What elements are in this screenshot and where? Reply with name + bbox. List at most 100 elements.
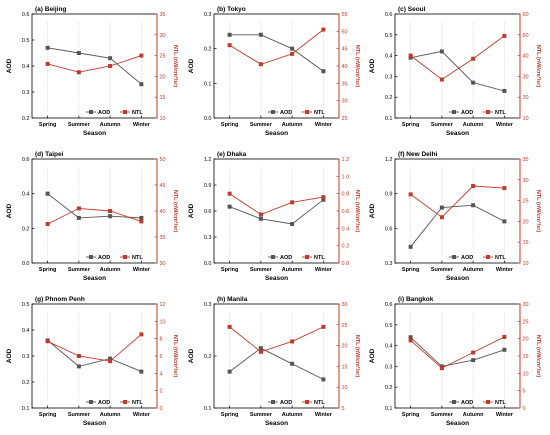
legend-ntl-label: NTL	[132, 110, 143, 116]
aod-axis-label: AOD	[188, 348, 195, 363]
ntl-point	[139, 332, 144, 337]
ntl-tick-label: 15	[523, 240, 529, 246]
legend-aod-label: AOD	[461, 400, 473, 406]
ntl-tick-label: 30	[523, 178, 529, 184]
season-tick-label: Winter	[315, 267, 333, 273]
ntl-point	[227, 43, 232, 48]
legend-aod-marker	[271, 400, 275, 404]
ntl-point	[471, 56, 476, 61]
ntl-tick-label: 25	[342, 116, 348, 122]
aod-point	[76, 215, 81, 220]
aod-point	[408, 335, 413, 340]
season-tick-label: Spring	[39, 412, 56, 418]
aod-tick-label: 0.2	[385, 385, 393, 391]
aod-point	[45, 191, 50, 196]
ntl-series-line	[229, 193, 324, 216]
aod-point	[76, 364, 81, 369]
legend-aod-label: AOD	[461, 255, 473, 261]
aod-point	[290, 46, 295, 51]
season-tick-label: Summer	[68, 122, 91, 128]
aod-point	[471, 203, 476, 208]
ntl-tick-label: 10	[160, 319, 166, 325]
season-axis-label: Season	[265, 275, 288, 282]
ntl-axis-label: NTL (nW/cm²/sr)	[354, 190, 361, 233]
legend-aod-label: AOD	[280, 255, 292, 261]
legend-aod-label: AOD	[280, 400, 292, 406]
ntl-series-line	[410, 336, 505, 369]
aod-point	[139, 369, 144, 374]
legend-ntl-marker	[123, 110, 127, 114]
ntl-tick-label: 0.8	[342, 192, 350, 198]
ntl-tick-label: 4	[160, 371, 163, 377]
ntl-tick-label: 0	[160, 406, 163, 412]
aod-series-line	[47, 47, 142, 85]
ntl-tick-label: 15	[342, 364, 348, 370]
season-axis-label: Season	[446, 130, 469, 137]
season-tick-label: Spring	[402, 412, 419, 418]
season-tick-label: Summer	[68, 267, 91, 273]
plot-frame	[213, 158, 340, 264]
legend-ntl-marker	[305, 400, 309, 404]
legend-ntl-label: NTL	[495, 400, 506, 406]
legend-aod-marker	[452, 400, 456, 404]
season-axis-label: Season	[265, 130, 288, 137]
season-axis-label: Season	[83, 130, 106, 137]
ntl-point	[502, 334, 507, 339]
season-tick-label: Summer	[250, 122, 273, 128]
ntl-point	[321, 27, 326, 32]
ntl-axis-label: NTL (nW/cm²/sr)	[172, 335, 179, 378]
aod-point	[227, 204, 232, 209]
ntl-tick-label: 30	[342, 99, 348, 105]
legend-aod-marker	[271, 110, 275, 114]
season-tick-label: Summer	[250, 412, 273, 418]
ntl-point	[139, 53, 144, 58]
legend-ntl-label: NTL	[314, 110, 325, 116]
ntl-tick-label: 40	[160, 209, 166, 215]
panel-title: (g) Phnom Penh	[35, 296, 85, 303]
ntl-tick-label: 15	[160, 95, 166, 101]
ntl-axis-label: NTL (nW/cm²/sr)	[535, 335, 542, 378]
ntl-tick-label: 30	[342, 302, 348, 308]
ntl-point	[439, 215, 444, 220]
ntl-axis-label: NTL (nW/cm²/sr)	[354, 45, 361, 88]
ntl-axis-label: NTL (nW/cm²/sr)	[172, 45, 179, 88]
season-tick-label: Spring	[39, 122, 56, 128]
ntl-tick-label: 50	[160, 157, 166, 163]
ntl-point	[439, 77, 444, 82]
ntl-point	[76, 206, 81, 211]
panel-title: (f) New Delhi	[398, 151, 438, 158]
ntl-tick-label: 30	[160, 261, 166, 267]
aod-point	[227, 369, 232, 374]
season-tick-label: Winter	[315, 122, 333, 128]
aod-tick-label: 0.0	[204, 116, 212, 122]
ntl-axis-label: NTL (nW/cm²/sr)	[535, 45, 542, 88]
legend-ntl-marker	[305, 255, 309, 259]
ntl-point	[321, 195, 326, 200]
season-tick-label: Summer	[250, 267, 273, 273]
aod-series-line	[47, 340, 142, 373]
plot-frame	[31, 303, 158, 409]
aod-axis-label: AOD	[369, 348, 376, 363]
ntl-tick-label: 25	[523, 319, 529, 325]
aod-point	[108, 214, 113, 219]
season-tick-label: Winter	[496, 412, 514, 418]
aod-point	[258, 216, 263, 221]
season-tick-label: Autumn	[463, 412, 484, 418]
aod-tick-label: 0.2	[22, 116, 30, 122]
aod-tick-label: 0.3	[204, 12, 212, 18]
legend-aod-marker	[89, 400, 93, 404]
aod-axis-label: AOD	[6, 348, 13, 363]
aod-series-line	[229, 347, 324, 380]
ntl-tick-label: 50	[342, 29, 348, 35]
ntl-tick-label: 20	[523, 95, 529, 101]
panel-6: (f) New Delhi 0.3 0.6 0.9 1.2 10 15 20 25 30 35 AOD…	[369, 151, 542, 282]
season-tick-label: Autumn	[100, 267, 121, 273]
ntl-series-line	[229, 29, 324, 65]
ntl-tick-label: 35	[523, 157, 529, 163]
plot-frame	[394, 158, 521, 264]
plot-frame	[31, 13, 158, 119]
ntl-point	[108, 359, 113, 364]
aod-series-line	[47, 193, 142, 219]
legend-ntl-label: NTL	[132, 255, 143, 261]
aod-tick-label: 0.4	[385, 54, 393, 60]
